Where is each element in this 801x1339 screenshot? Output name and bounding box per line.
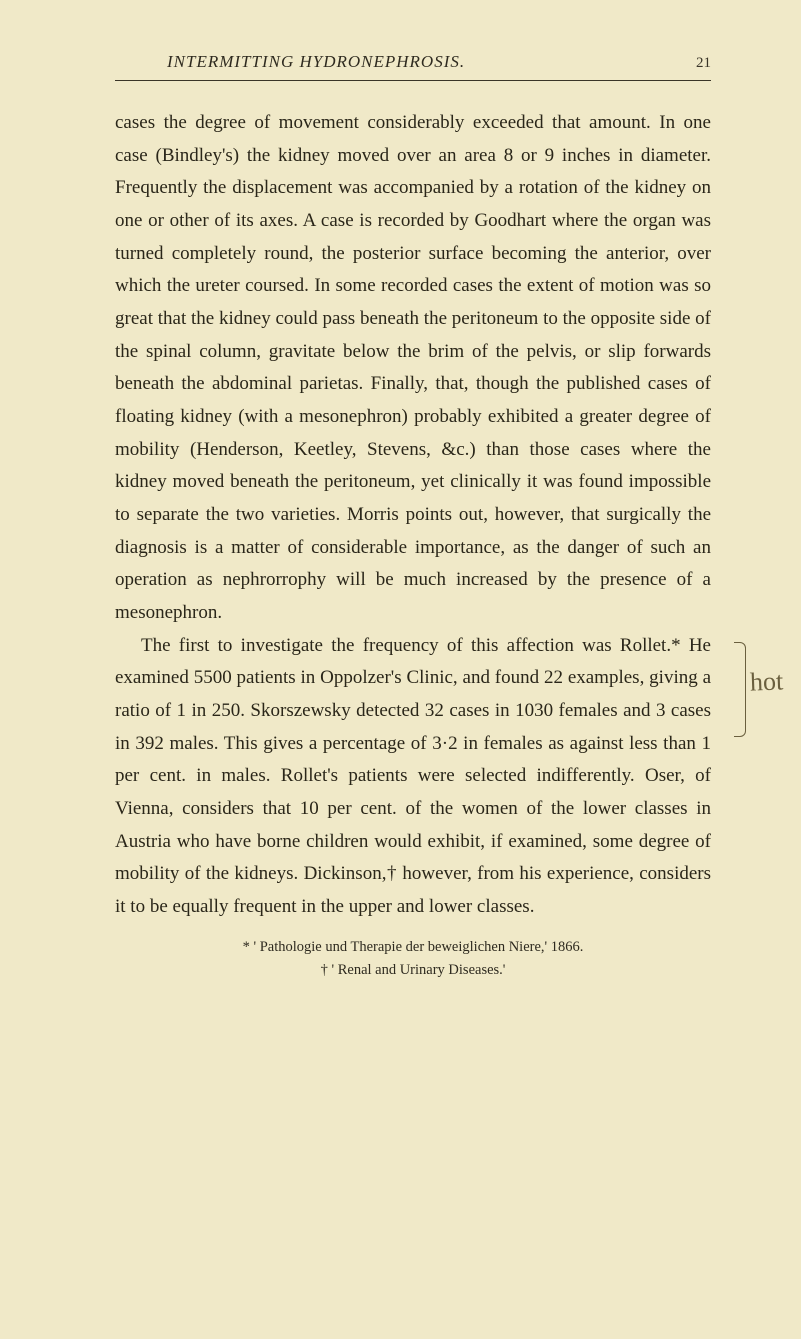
running-header: INTERMITTING HYDRONEPHROSIS. 21 — [115, 52, 711, 81]
paragraph-2: The first to investigate the frequency o… — [115, 630, 711, 924]
margin-bracket — [734, 642, 746, 737]
page-container: INTERMITTING HYDRONEPHROSIS. 21 cases th… — [0, 0, 801, 1042]
footnote-2: † ' Renal and Urinary Diseases.' — [115, 959, 711, 982]
margin-annotation: hot — [749, 666, 783, 697]
paragraph-1: cases the degree of movement considerabl… — [115, 107, 711, 630]
footnote-1: * ' Pathologie und Therapie der beweigli… — [115, 936, 711, 959]
footnotes: * ' Pathologie und Therapie der beweigli… — [115, 936, 711, 982]
header-title: INTERMITTING HYDRONEPHROSIS. — [167, 52, 465, 72]
body-text: cases the degree of movement considerabl… — [115, 107, 711, 924]
page-number: 21 — [696, 55, 711, 72]
